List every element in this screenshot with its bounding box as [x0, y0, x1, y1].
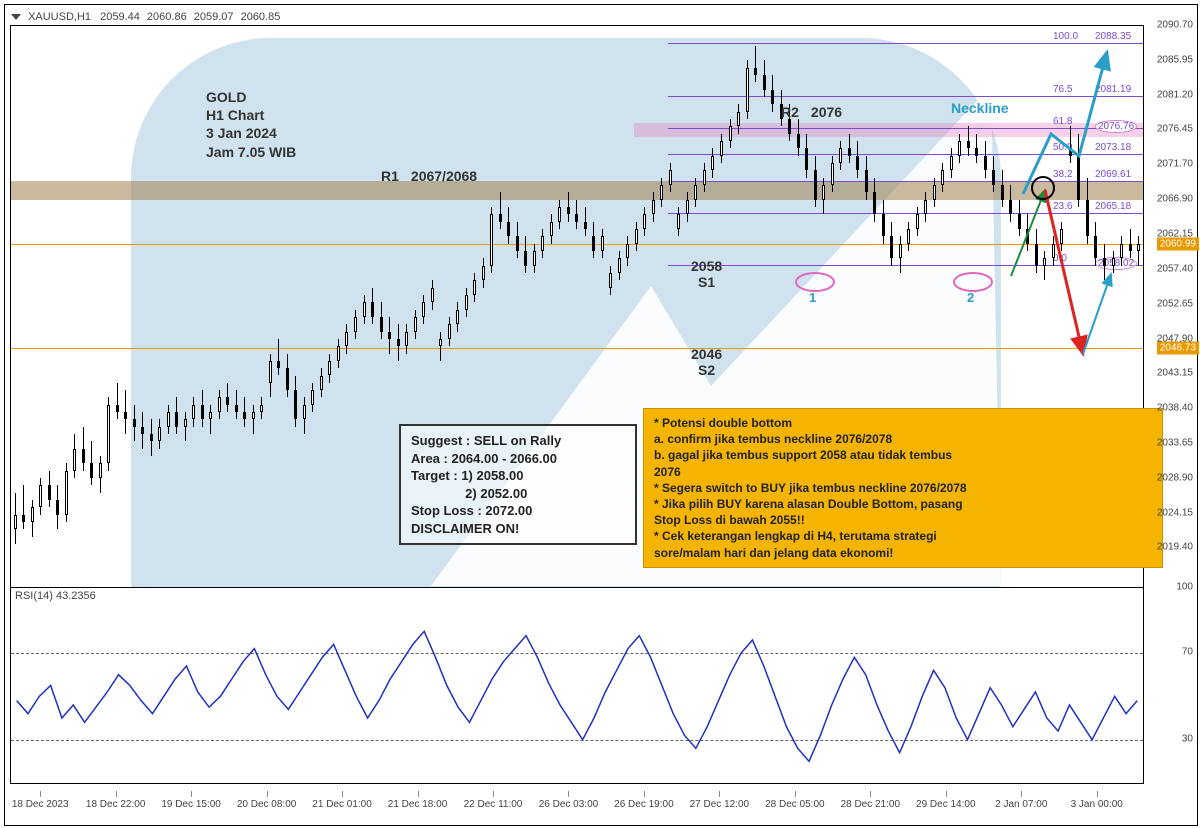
rsi-ytick: 30: [1182, 733, 1193, 744]
symbol-label: XAUUSD,H1: [28, 11, 91, 23]
fib-line: [668, 265, 1143, 266]
ohlc-h: 2060.86: [147, 11, 187, 23]
fib-price: 2088.35: [1095, 31, 1131, 42]
fib-ratio: 100.0: [1053, 31, 1078, 42]
y-tick: 2062.15: [1157, 229, 1193, 240]
rsi-panel[interactable]: RSI(14) 43.2356: [10, 587, 1144, 784]
x-tick: 18 Dec 22:00: [86, 799, 146, 810]
y-tick: 2043.15: [1157, 368, 1193, 379]
price-zone: [11, 181, 1143, 200]
fib-ratio: 76.5: [1053, 84, 1072, 95]
suggest-box: Suggest : SELL on RallyArea : 2064.00 - …: [399, 424, 637, 545]
y-tick: 2085.95: [1157, 54, 1193, 65]
y-tick: 2038.40: [1157, 403, 1193, 414]
x-tick: 26 Dec 03:00: [539, 799, 599, 810]
chart-frame: XAUUSD,H1 2059.44 2060.86 2059.07 2060.8…: [4, 4, 1198, 826]
y-tick: 2076.45: [1157, 124, 1193, 135]
x-tick: 28 Dec 05:00: [765, 799, 825, 810]
x-tick: 2 Jan 07:00: [995, 799, 1047, 810]
x-tick: 21 Dec 18:00: [388, 799, 448, 810]
fib-price: 2065.18: [1095, 201, 1131, 212]
y-tick: 2057.40: [1157, 263, 1193, 274]
x-tick: 22 Dec 11:00: [464, 799, 523, 810]
y-tick: 2033.65: [1157, 438, 1193, 449]
fib-line: [668, 96, 1143, 97]
y-tick: 2090.70: [1157, 20, 1193, 31]
bottom-marker: [795, 272, 835, 292]
x-tick: 21 Dec 01:00: [312, 799, 372, 810]
price-chart[interactable]: 2060.992046.73100.02088.3576.52081.1961.…: [10, 25, 1144, 588]
x-tick: 20 Dec 08:00: [237, 799, 297, 810]
rsi-ytick: 100: [1176, 582, 1193, 593]
y-tick: 2052.65: [1157, 298, 1193, 309]
fib-line: [668, 213, 1143, 214]
horizontal-line: [11, 348, 1143, 349]
fib-ratio: 38.2: [1053, 169, 1072, 180]
neckline-label: Neckline: [951, 100, 1009, 116]
x-tick: 26 Dec 19:00: [614, 799, 674, 810]
y-tick: 2081.20: [1157, 89, 1193, 100]
fib-ratio: 23.6: [1053, 201, 1072, 212]
y-tick: 2024.15: [1157, 507, 1193, 518]
x-tick: 18 Dec 2023: [12, 799, 69, 810]
fib-price: 2069.61: [1095, 169, 1131, 180]
bottom-number: 2: [967, 290, 974, 305]
r1-label: R12067/2068: [381, 168, 477, 184]
fib-price: 2081.19: [1095, 84, 1131, 95]
bottom-number: 1: [809, 290, 816, 305]
bottom-marker: [953, 272, 993, 292]
y-tick: 2047.90: [1157, 333, 1193, 344]
chart-title-block: GOLDH1 Chart3 Jan 2024Jam 7.05 WIB: [206, 88, 296, 161]
x-tick: 29 Dec 14:00: [916, 799, 976, 810]
price-yaxis: 2019.40 2024.15 2028.90 2033.65 2038.40 2043.…: [1141, 25, 1197, 587]
fib-ratio: 0.0: [1053, 253, 1067, 264]
ohlc-l: 2059.07: [194, 11, 234, 23]
rsi-ytick: 70: [1182, 647, 1193, 658]
x-tick: 28 Dec 21:00: [841, 799, 901, 810]
y-tick: 2019.40: [1157, 542, 1193, 553]
r2-label: R22076: [781, 104, 842, 120]
y-tick: 2028.90: [1157, 472, 1193, 483]
y-tick: 2071.70: [1157, 159, 1193, 170]
s1-label: 2058S1: [691, 258, 722, 290]
rsi-yaxis: 3070100: [1141, 587, 1197, 782]
ohlc-c: 2060.85: [241, 11, 281, 23]
fib-line: [668, 43, 1143, 44]
x-tick: 3 Jan 00:00: [1071, 799, 1123, 810]
horizontal-line: [11, 244, 1143, 245]
ohlc-o: 2059.44: [100, 11, 140, 23]
dropdown-icon[interactable]: [11, 14, 21, 20]
s2-label: 2046S2: [691, 346, 722, 378]
fib-price: 2058.02: [1095, 257, 1137, 270]
fib-price: 2076.76: [1095, 120, 1137, 133]
notes-box: * Potensi double bottom a. confirm jika …: [643, 408, 1163, 568]
time-xaxis: 18 Dec 2023 18 Dec 22:00 19 Dec 15:00 20 De…: [10, 785, 1142, 825]
x-tick: 27 Dec 12:00: [690, 799, 750, 810]
y-tick: 2066.90: [1157, 194, 1193, 205]
chart-header: XAUUSD,H1 2059.44 2060.86 2059.07 2060.8…: [11, 11, 280, 23]
fib-line: [668, 181, 1143, 182]
fib-price: 2073.18: [1095, 142, 1131, 153]
x-tick: 19 Dec 15:00: [161, 799, 221, 810]
